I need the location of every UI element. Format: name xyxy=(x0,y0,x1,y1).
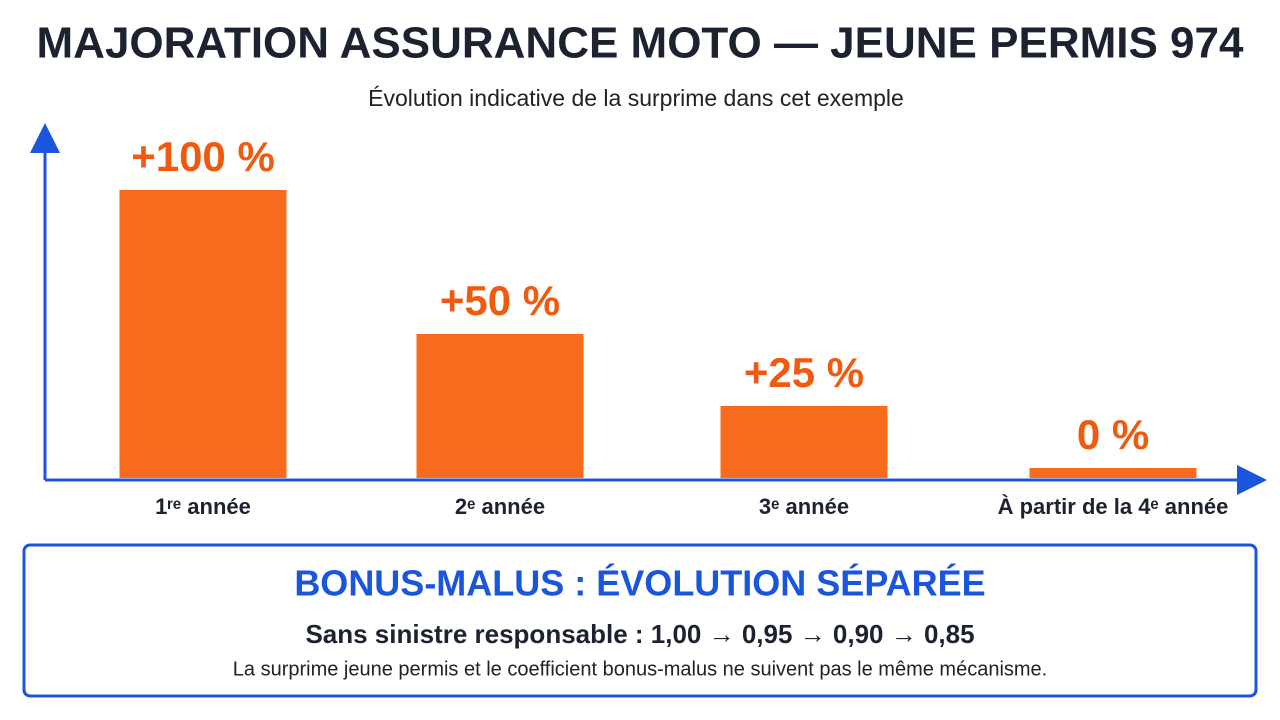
chart-subtitle: Évolution indicative de la surprime dans… xyxy=(368,85,904,111)
value-label: +25 % xyxy=(744,349,864,396)
info-note: La surprime jeune permis et le coefficie… xyxy=(233,658,1047,680)
x-tick-label: 2ᵉ année xyxy=(455,494,545,519)
info-title: BONUS-MALUS : ÉVOLUTION SÉPARÉE xyxy=(294,563,985,604)
x-tick-label: 3ᵉ année xyxy=(759,494,849,519)
chart-title: MAJORATION ASSURANCE MOTO — JEUNE PERMIS… xyxy=(37,19,1244,68)
x-tick-label: 1ʳᵉ année xyxy=(155,494,251,519)
x-tick-label: À partir de la 4ᵉ année xyxy=(998,494,1229,519)
value-label: +50 % xyxy=(440,277,560,324)
bar xyxy=(416,334,584,478)
bar xyxy=(720,406,888,478)
value-label: 0 % xyxy=(1077,411,1149,458)
bar xyxy=(119,190,287,478)
value-label: +100 % xyxy=(131,133,275,180)
info-box xyxy=(22,543,1258,698)
bar xyxy=(1029,468,1197,478)
info-text: Sans sinistre responsable : 1,00 → 0,95 … xyxy=(305,619,974,649)
